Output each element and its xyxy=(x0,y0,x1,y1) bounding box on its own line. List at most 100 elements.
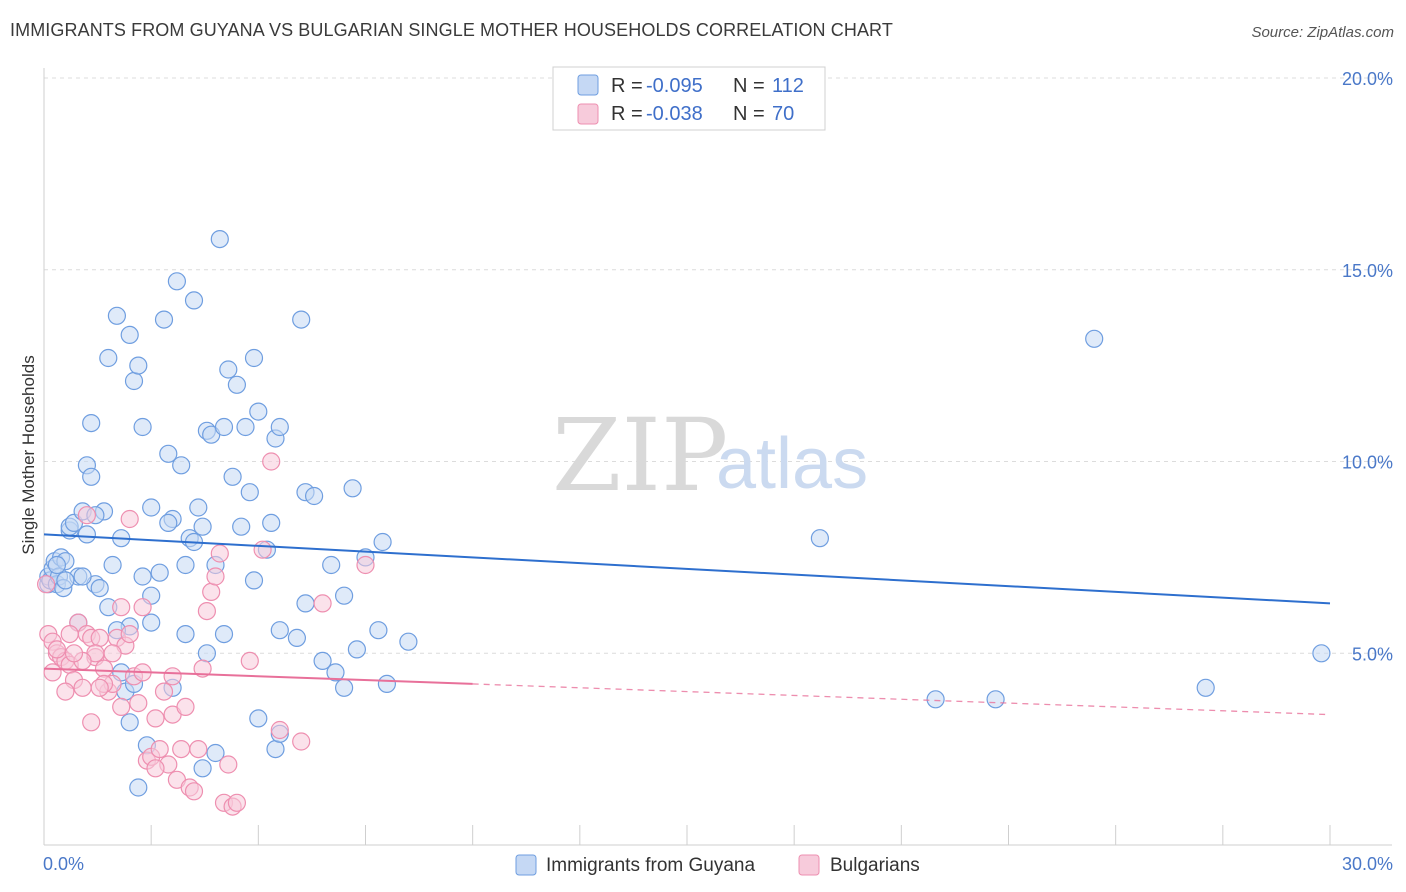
point-bulgarian xyxy=(270,720,289,740)
point-bulgarian xyxy=(150,739,169,759)
point-guyana xyxy=(249,402,268,421)
point-bulgarian xyxy=(112,598,131,617)
point-guyana xyxy=(335,586,354,605)
point-guyana xyxy=(172,456,191,475)
point-guyana xyxy=(270,417,289,437)
point-bulgarian xyxy=(112,697,131,717)
point-guyana xyxy=(176,555,195,575)
point-guyana xyxy=(99,348,118,368)
point-guyana xyxy=(90,578,109,598)
trend-line-blue xyxy=(43,533,1331,605)
point-guyana xyxy=(133,417,152,437)
point-bulgarian xyxy=(292,732,311,751)
point-guyana xyxy=(120,325,139,344)
point-bulgarian xyxy=(197,601,216,621)
point-guyana xyxy=(159,513,178,533)
point-guyana xyxy=(193,759,212,778)
point-bulgarian xyxy=(189,739,208,759)
point-guyana xyxy=(262,513,281,533)
point-bulgarian xyxy=(120,509,139,529)
legend-n-value: 70 xyxy=(772,103,794,125)
point-guyana xyxy=(347,640,366,659)
point-guyana xyxy=(82,414,101,433)
point-guyana xyxy=(249,709,268,728)
point-guyana xyxy=(129,356,148,375)
point-bulgarian xyxy=(64,644,84,663)
legend-n-label: N = xyxy=(733,75,765,97)
bottom-legend-label: Bulgarians xyxy=(830,855,920,876)
point-guyana xyxy=(159,444,178,463)
point-guyana xyxy=(193,517,212,536)
watermark: ZIP atlas xyxy=(552,397,868,514)
point-bulgarian xyxy=(47,640,67,659)
x-tick-labels: 0.0% 30.0% xyxy=(43,854,1393,874)
point-guyana xyxy=(322,555,341,575)
watermark-zip: ZIP xyxy=(552,397,728,514)
point-bulgarian xyxy=(219,755,238,774)
point-guyana xyxy=(270,621,289,640)
point-bulgarian xyxy=(206,567,225,586)
point-guyana xyxy=(305,486,324,506)
point-guyana xyxy=(240,483,259,502)
point-guyana xyxy=(244,348,264,368)
point-guyana xyxy=(56,571,75,590)
point-bulgarian xyxy=(60,624,79,644)
legend-n-label: N = xyxy=(733,103,765,125)
bottom-legend-swatch-pink xyxy=(798,854,820,876)
legend-r-value: -0.038 xyxy=(646,103,703,125)
point-guyana xyxy=(227,375,246,394)
legend-swatch-blue xyxy=(577,74,599,96)
point-guyana xyxy=(219,360,238,379)
point-bulgarian xyxy=(77,506,97,525)
y-axis-label: Single Mother Households xyxy=(19,355,38,554)
point-guyana xyxy=(369,621,388,640)
bottom-legend-swatch-blue xyxy=(515,854,537,876)
watermark-atlas: atlas xyxy=(716,424,868,504)
point-guyana xyxy=(343,479,362,498)
point-bulgarian xyxy=(240,651,259,671)
point-guyana xyxy=(313,651,332,671)
point-bulgarian xyxy=(146,709,165,728)
point-guyana xyxy=(103,555,122,575)
chart-title: IMMIGRANTS FROM GUYANA VS BULGARIAN SING… xyxy=(10,20,893,40)
point-guyana xyxy=(129,778,148,797)
point-bulgarian xyxy=(184,782,204,801)
point-guyana xyxy=(214,417,234,437)
point-bulgarian xyxy=(120,624,139,644)
point-bulgarian xyxy=(73,678,92,697)
trend-lines xyxy=(43,533,1331,716)
legend-r-label: R = xyxy=(611,75,643,97)
y-tick-label: 20.0% xyxy=(1342,69,1393,89)
point-bulgarian xyxy=(154,682,174,701)
point-guyana xyxy=(223,467,242,486)
point-bulgarian xyxy=(129,693,148,713)
x-tick-label: 30.0% xyxy=(1342,854,1393,874)
x-tick-label: 0.0% xyxy=(43,854,84,874)
point-bulgarian xyxy=(253,540,272,559)
legend-n-value: 112 xyxy=(772,75,804,97)
point-guyana xyxy=(120,713,139,732)
gridlines xyxy=(44,77,1392,654)
point-bulgarian xyxy=(90,678,109,697)
point-guyana xyxy=(1196,678,1215,697)
point-bulgarian xyxy=(172,739,191,759)
legend-r-label: R = xyxy=(611,103,643,125)
point-guyana xyxy=(197,644,216,663)
bottom-legend-label: Immigrants from Guyana xyxy=(546,855,755,876)
point-guyana xyxy=(399,632,418,651)
point-guyana xyxy=(1085,329,1104,348)
point-bulgarian xyxy=(94,659,114,678)
point-bulgarian xyxy=(356,555,375,575)
point-guyana xyxy=(244,571,264,590)
point-guyana xyxy=(189,498,208,517)
legend-swatch-pink xyxy=(577,103,599,125)
point-guyana xyxy=(154,310,174,329)
axes xyxy=(43,68,1392,846)
point-bulgarian xyxy=(163,667,182,686)
point-guyana xyxy=(142,498,161,517)
point-guyana xyxy=(236,417,255,437)
point-guyana xyxy=(150,563,169,582)
point-guyana xyxy=(986,690,1005,709)
point-guyana xyxy=(142,613,161,632)
